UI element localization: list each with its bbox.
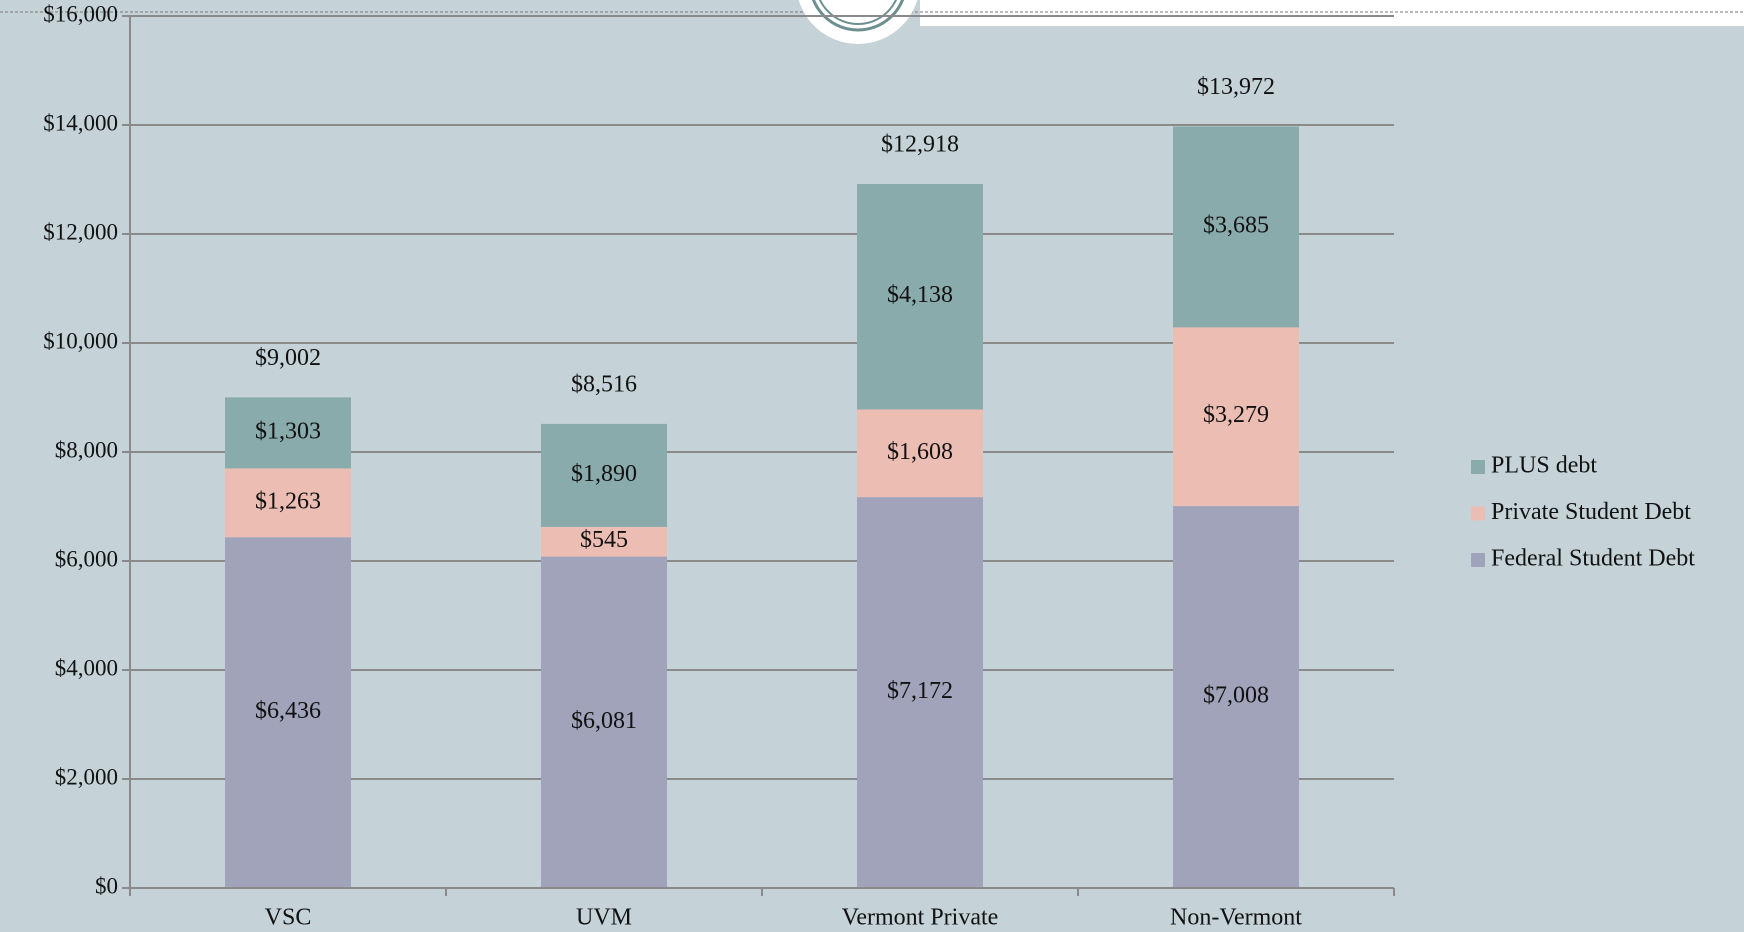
total-label: $8,516 [571,371,637,397]
legend-swatch [1471,506,1485,521]
x-tick-label: VSC [265,905,312,931]
data-label: $1,890 [571,461,637,487]
total-label: $13,972 [1197,74,1275,100]
bar-segment [541,423,667,527]
header-strip [920,0,1744,26]
y-tick-label: $4,000 [55,655,118,680]
bar-segment [1173,506,1299,888]
bar-segment [857,409,983,498]
data-label: $545 [580,527,628,553]
data-label: $7,172 [887,678,953,704]
y-tick-label: $14,000 [43,110,118,135]
x-tick-label: Vermont Private [842,905,999,931]
ornament-ring [811,0,905,32]
bar-segment [225,468,351,538]
data-label: $4,138 [887,282,953,308]
bar-segment [857,183,983,410]
y-tick-label: $0 [95,873,118,898]
y-tick-label: $10,000 [43,328,118,353]
bar-segment [225,537,351,888]
data-label: $3,685 [1203,212,1269,238]
ornament-ring [818,0,898,25]
bar-segment [1173,126,1299,328]
y-tick-label: $16,000 [43,1,118,26]
legend-label: Private Student Debt [1491,499,1691,525]
legend-label: PLUS debt [1491,453,1597,479]
bar-segment [541,526,667,557]
data-label: $3,279 [1203,402,1269,428]
legend-label: Federal Student Debt [1491,546,1695,572]
x-tick-label: Non-Vermont [1170,905,1302,931]
data-label: $1,608 [887,439,953,465]
data-label: $7,008 [1203,683,1269,709]
y-tick-label: $2,000 [55,764,118,789]
y-tick-label: $8,000 [55,437,118,462]
data-label: $6,436 [255,698,321,724]
data-label: $1,303 [255,418,321,444]
bar-segment [1173,327,1299,507]
x-tick-label: UVM [576,905,632,931]
total-label: $12,918 [881,131,959,157]
bar-segment [225,397,351,469]
bar-segment [857,497,983,888]
data-label: $6,081 [571,708,637,734]
total-label: $9,002 [255,345,321,371]
bar-segment [541,556,667,888]
y-tick-label: $6,000 [55,546,118,571]
legend-swatch [1471,553,1485,567]
data-label: $1,263 [255,488,321,514]
y-tick-label: $12,000 [43,219,118,244]
legend-swatch [1471,460,1485,474]
